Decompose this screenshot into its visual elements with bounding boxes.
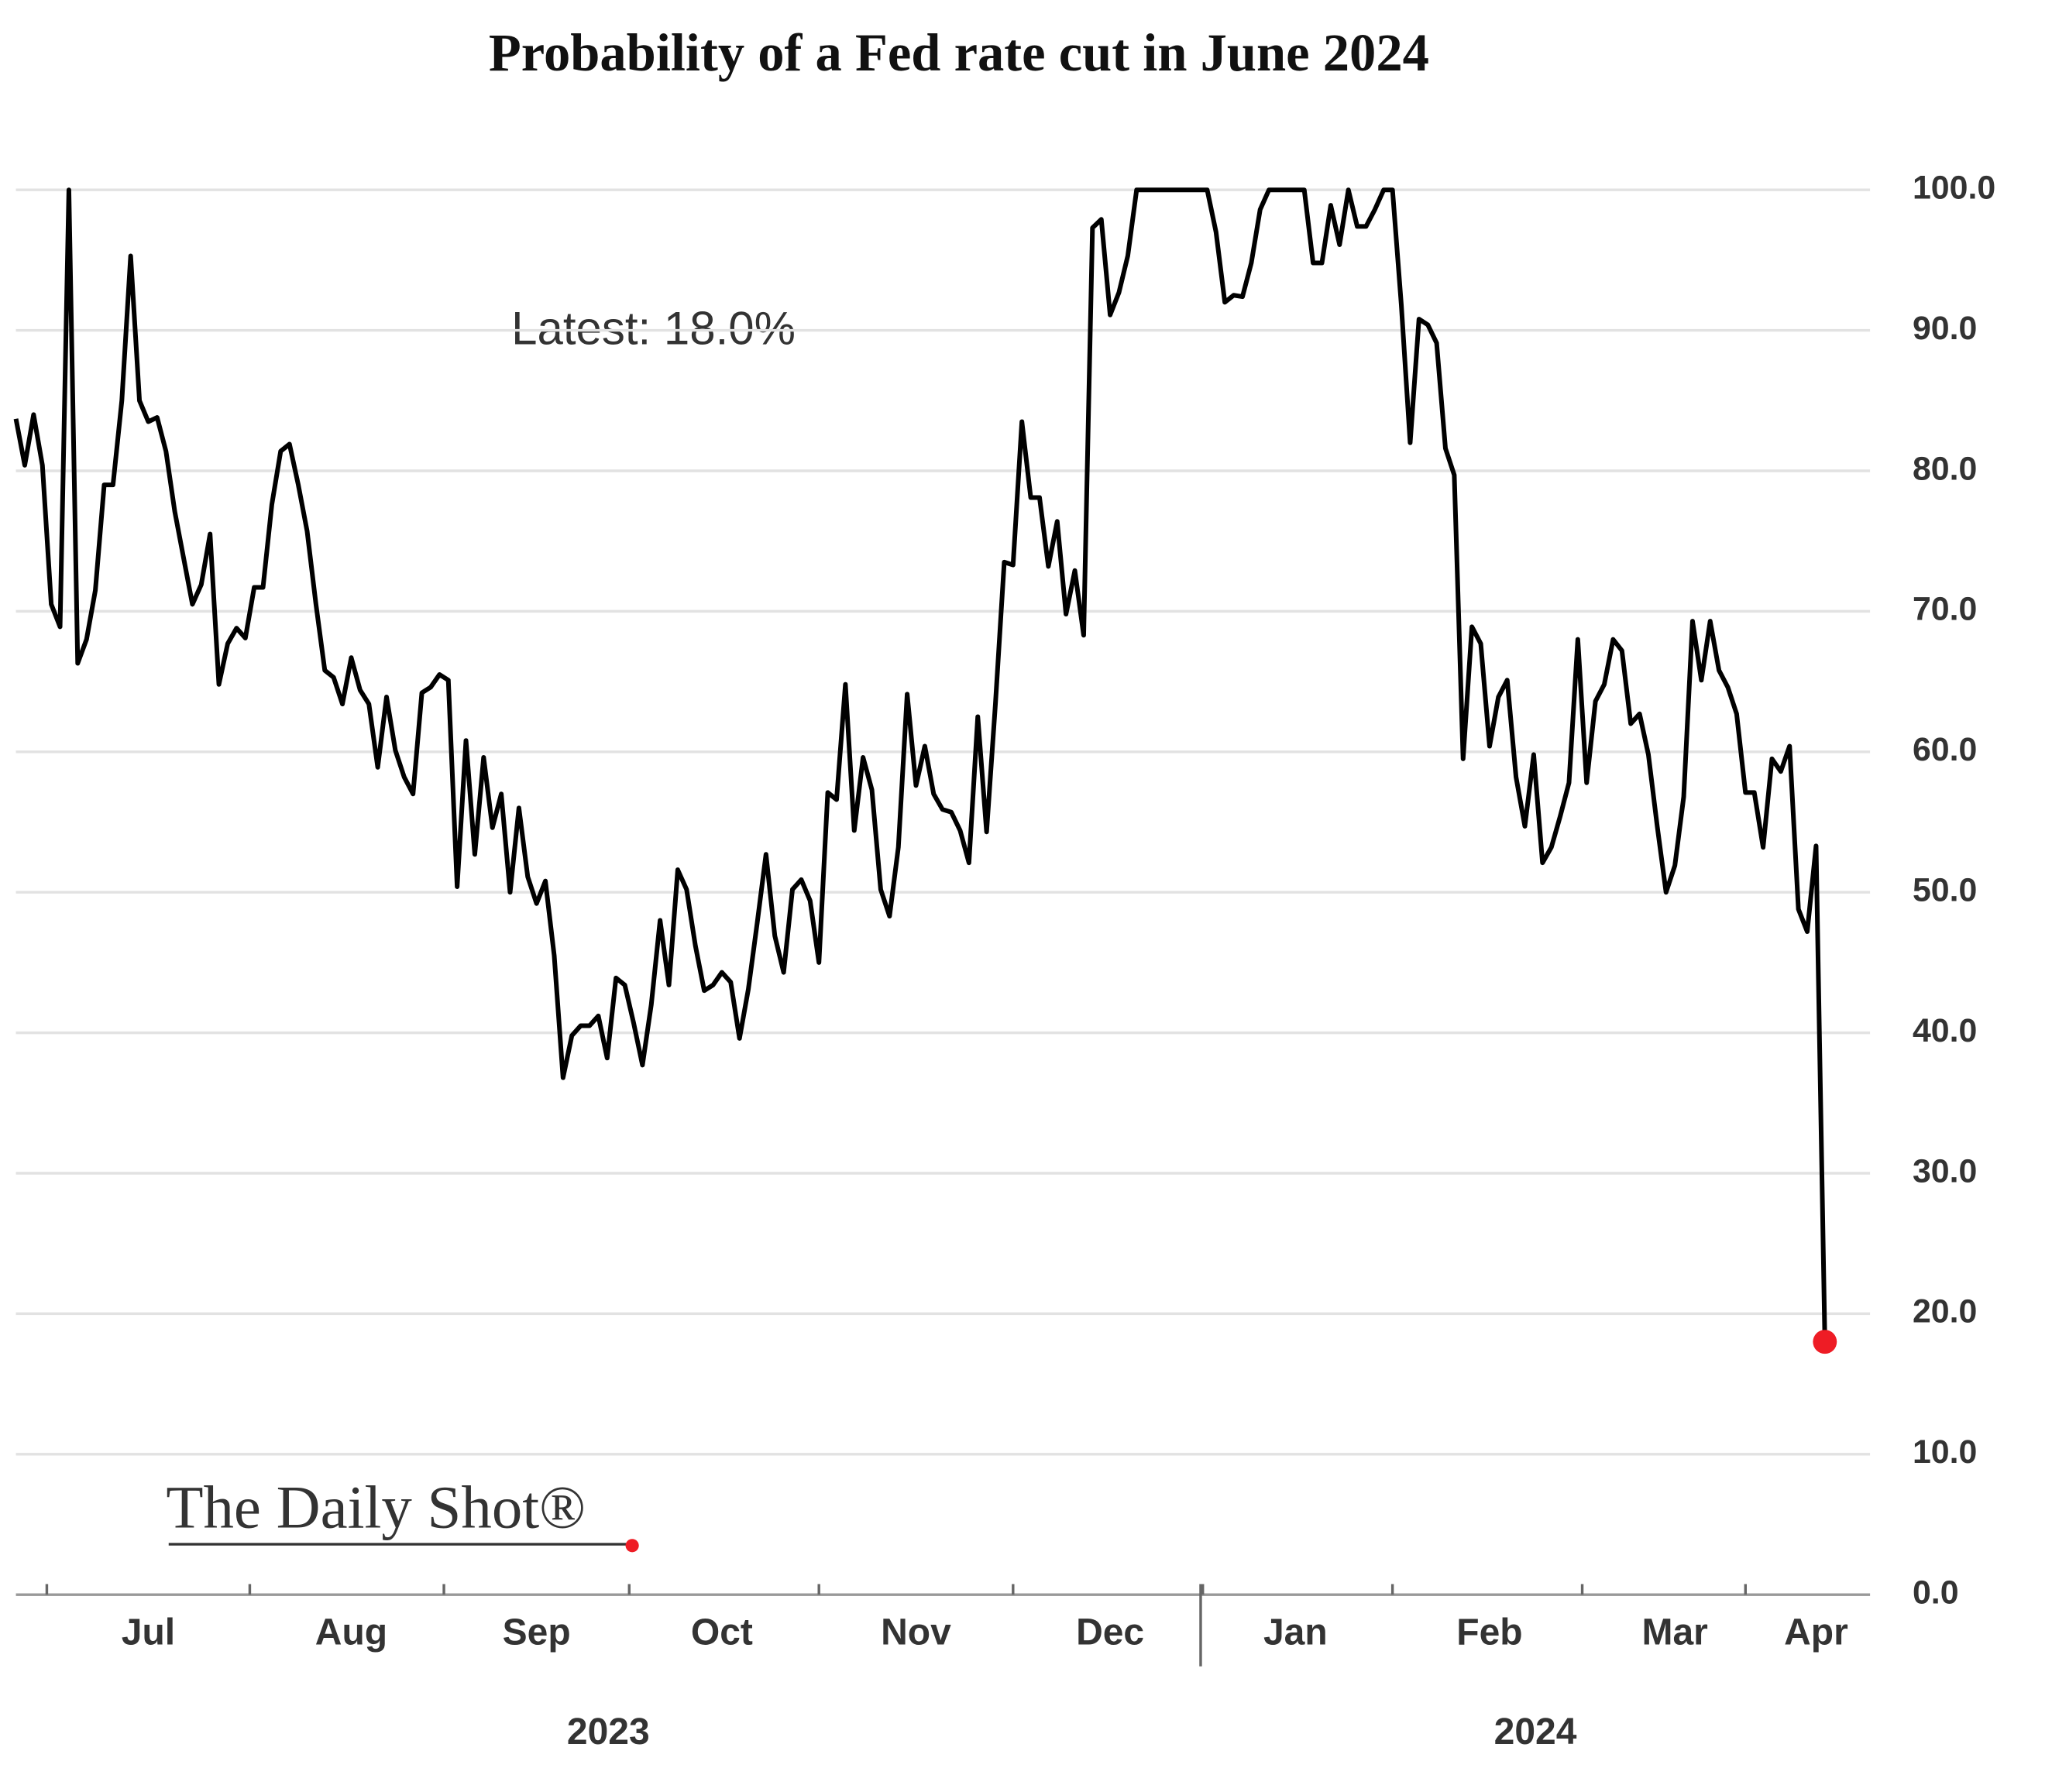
x-tick-label: Nov xyxy=(881,1612,951,1653)
y-tick-label: 90.0 xyxy=(1913,310,1977,347)
source-logo: The Daily Shot® xyxy=(166,1474,586,1542)
annotation: Latest: 18.0% xyxy=(511,302,796,354)
chart-title: Probability of a Fed rate cut in June 20… xyxy=(489,23,1429,82)
logo-dot xyxy=(625,1539,639,1553)
data-line xyxy=(13,187,1827,1342)
y-tick-label: 20.0 xyxy=(1913,1293,1977,1330)
y-tick-label: 0.0 xyxy=(1913,1574,1959,1612)
y-tick-label: 30.0 xyxy=(1913,1152,1977,1190)
year-label: 2023 xyxy=(567,1711,650,1753)
y-tick-label: 80.0 xyxy=(1913,450,1977,487)
x-tick-label: Dec xyxy=(1076,1612,1144,1653)
x-tick-label: Apr xyxy=(1784,1612,1848,1653)
x-tick-label: Feb xyxy=(1456,1612,1522,1653)
x-tick-label: Oct xyxy=(691,1612,753,1653)
y-tick-label: 60.0 xyxy=(1913,731,1977,768)
x-tick-label: Mar xyxy=(1641,1612,1707,1653)
x-tick-label: Jan xyxy=(1263,1612,1328,1653)
y-tick-label: 10.0 xyxy=(1913,1433,1977,1471)
x-tick-label: Aug xyxy=(315,1612,387,1653)
x-tick-label: Jul xyxy=(122,1612,175,1653)
x-tick-label: Sep xyxy=(503,1612,571,1653)
year-label: 2024 xyxy=(1494,1711,1577,1753)
y-tick-label: 70.0 xyxy=(1913,591,1977,628)
latest-marker xyxy=(1813,1330,1837,1354)
y-tick-label: 50.0 xyxy=(1913,872,1977,909)
y-tick-label: 40.0 xyxy=(1913,1012,1977,1049)
y-tick-label: 100.0 xyxy=(1913,170,1995,207)
